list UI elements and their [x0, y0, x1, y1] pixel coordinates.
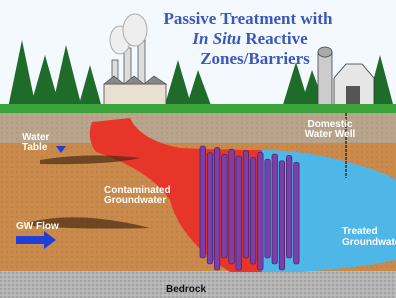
barrier-column [243, 151, 249, 258]
label: GW Flow [16, 221, 59, 232]
barrier-column [236, 156, 242, 270]
grass [0, 104, 396, 113]
barrier-column [229, 149, 235, 264]
barrier-column [258, 152, 264, 270]
barrier-column [279, 161, 285, 270]
barrier-column [222, 154, 228, 258]
barrier-column [286, 156, 292, 258]
title-line: In Situ Reactive [191, 29, 308, 48]
title-line: Passive Treatment with [163, 9, 333, 28]
barrier-column [250, 158, 256, 264]
title-italic: In Situ [191, 29, 241, 48]
label: Treated [342, 226, 378, 237]
barrier-column [272, 154, 278, 264]
title-text: Reactive [245, 29, 308, 48]
label: Groundwater [342, 237, 396, 248]
label: Bedrock [166, 284, 206, 295]
barrier-column [294, 162, 300, 264]
label: Water Well [305, 129, 356, 140]
barrier-column [265, 159, 271, 258]
barrier-column [200, 146, 206, 258]
barrier-column [207, 153, 213, 264]
title-line: Zones/Barriers [200, 49, 310, 68]
barrier-column [214, 148, 220, 270]
diagram: Passive Treatment with In Situ Reactive … [0, 0, 396, 298]
label: Groundwater [104, 195, 166, 206]
label: Table [22, 142, 48, 153]
